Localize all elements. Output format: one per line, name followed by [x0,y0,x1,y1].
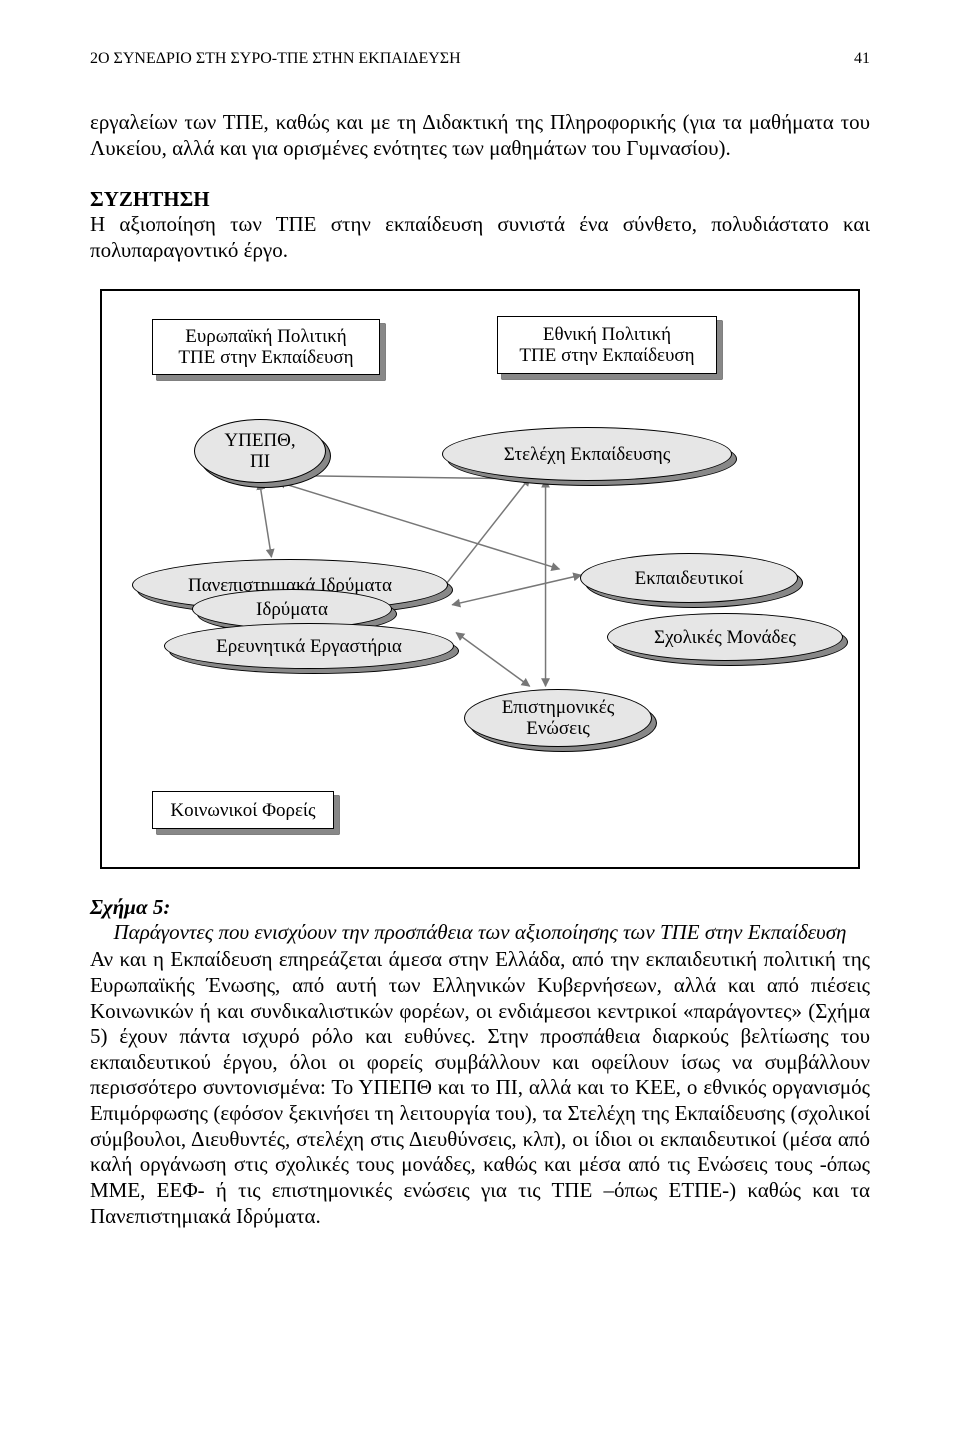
para-2: Η αξιοποίηση των ΤΠΕ στην εκπαίδευση συν… [90,212,870,263]
figure-caption: Σχήμα 5: Παράγοντες που ενισχύουν την πρ… [90,895,870,945]
diagram-box-box_eu: Ευρωπαϊκή Πολιτική ΤΠΕ στην Εκπαίδευση [152,319,380,375]
page-number: 41 [854,50,870,68]
running-header: 2Ο ΣΥΝΕΔΡΙΟ ΣΤΗ ΣΥΡΟ-ΤΠΕ ΣΤΗΝ ΕΚΠΑΙΔΕΥΣΗ… [90,50,870,68]
figure-caption-label: Σχήμα 5: [90,895,170,919]
diagram-ellipse-sxolikes: Σχολικές Μονάδες [607,613,843,661]
section-title: ΣΥΖΗΤΗΣΗ [90,187,870,212]
diagram-ellipse-epistim: Επιστημονικές Ενώσεις [464,689,652,747]
diagram-box-box_national: Εθνική Πολιτική ΤΠΕ στην Εκπαίδευση [497,316,717,374]
diagram-ellipse-stelexi: Στελέχη Εκπαίδευσης [442,427,732,481]
running-head-text: 2Ο ΣΥΝΕΔΡΙΟ ΣΤΗ ΣΥΡΟ-ΤΠΕ ΣΤΗΝ ΕΚΠΑΙΔΕΥΣΗ [90,50,461,68]
para-3: Αν και η Εκπαίδευση επηρεάζεται άμεσα στ… [90,947,870,1229]
diagram-box-box_social: Κοινωνικοί Φορείς [152,791,334,829]
diagram-ellipse-ekpaid: Εκπαιδευτικοί [580,553,798,603]
figure-caption-title: Παράγοντες που ενισχύουν την προσπάθεια … [90,920,870,945]
para-1: εργαλείων των ΤΠΕ, καθώς και με τη Διδακ… [90,110,870,161]
figure-5-diagram: Ευρωπαϊκή Πολιτική ΤΠΕ στην Εκπαίδευση Εθ… [100,289,860,869]
diagram-ellipse-ypepth: ΥΠΕΠΘ, ΠΙ [194,419,326,483]
diagram-ellipse-erevn: Ερευνητικά Εργαστήρια [164,623,454,669]
